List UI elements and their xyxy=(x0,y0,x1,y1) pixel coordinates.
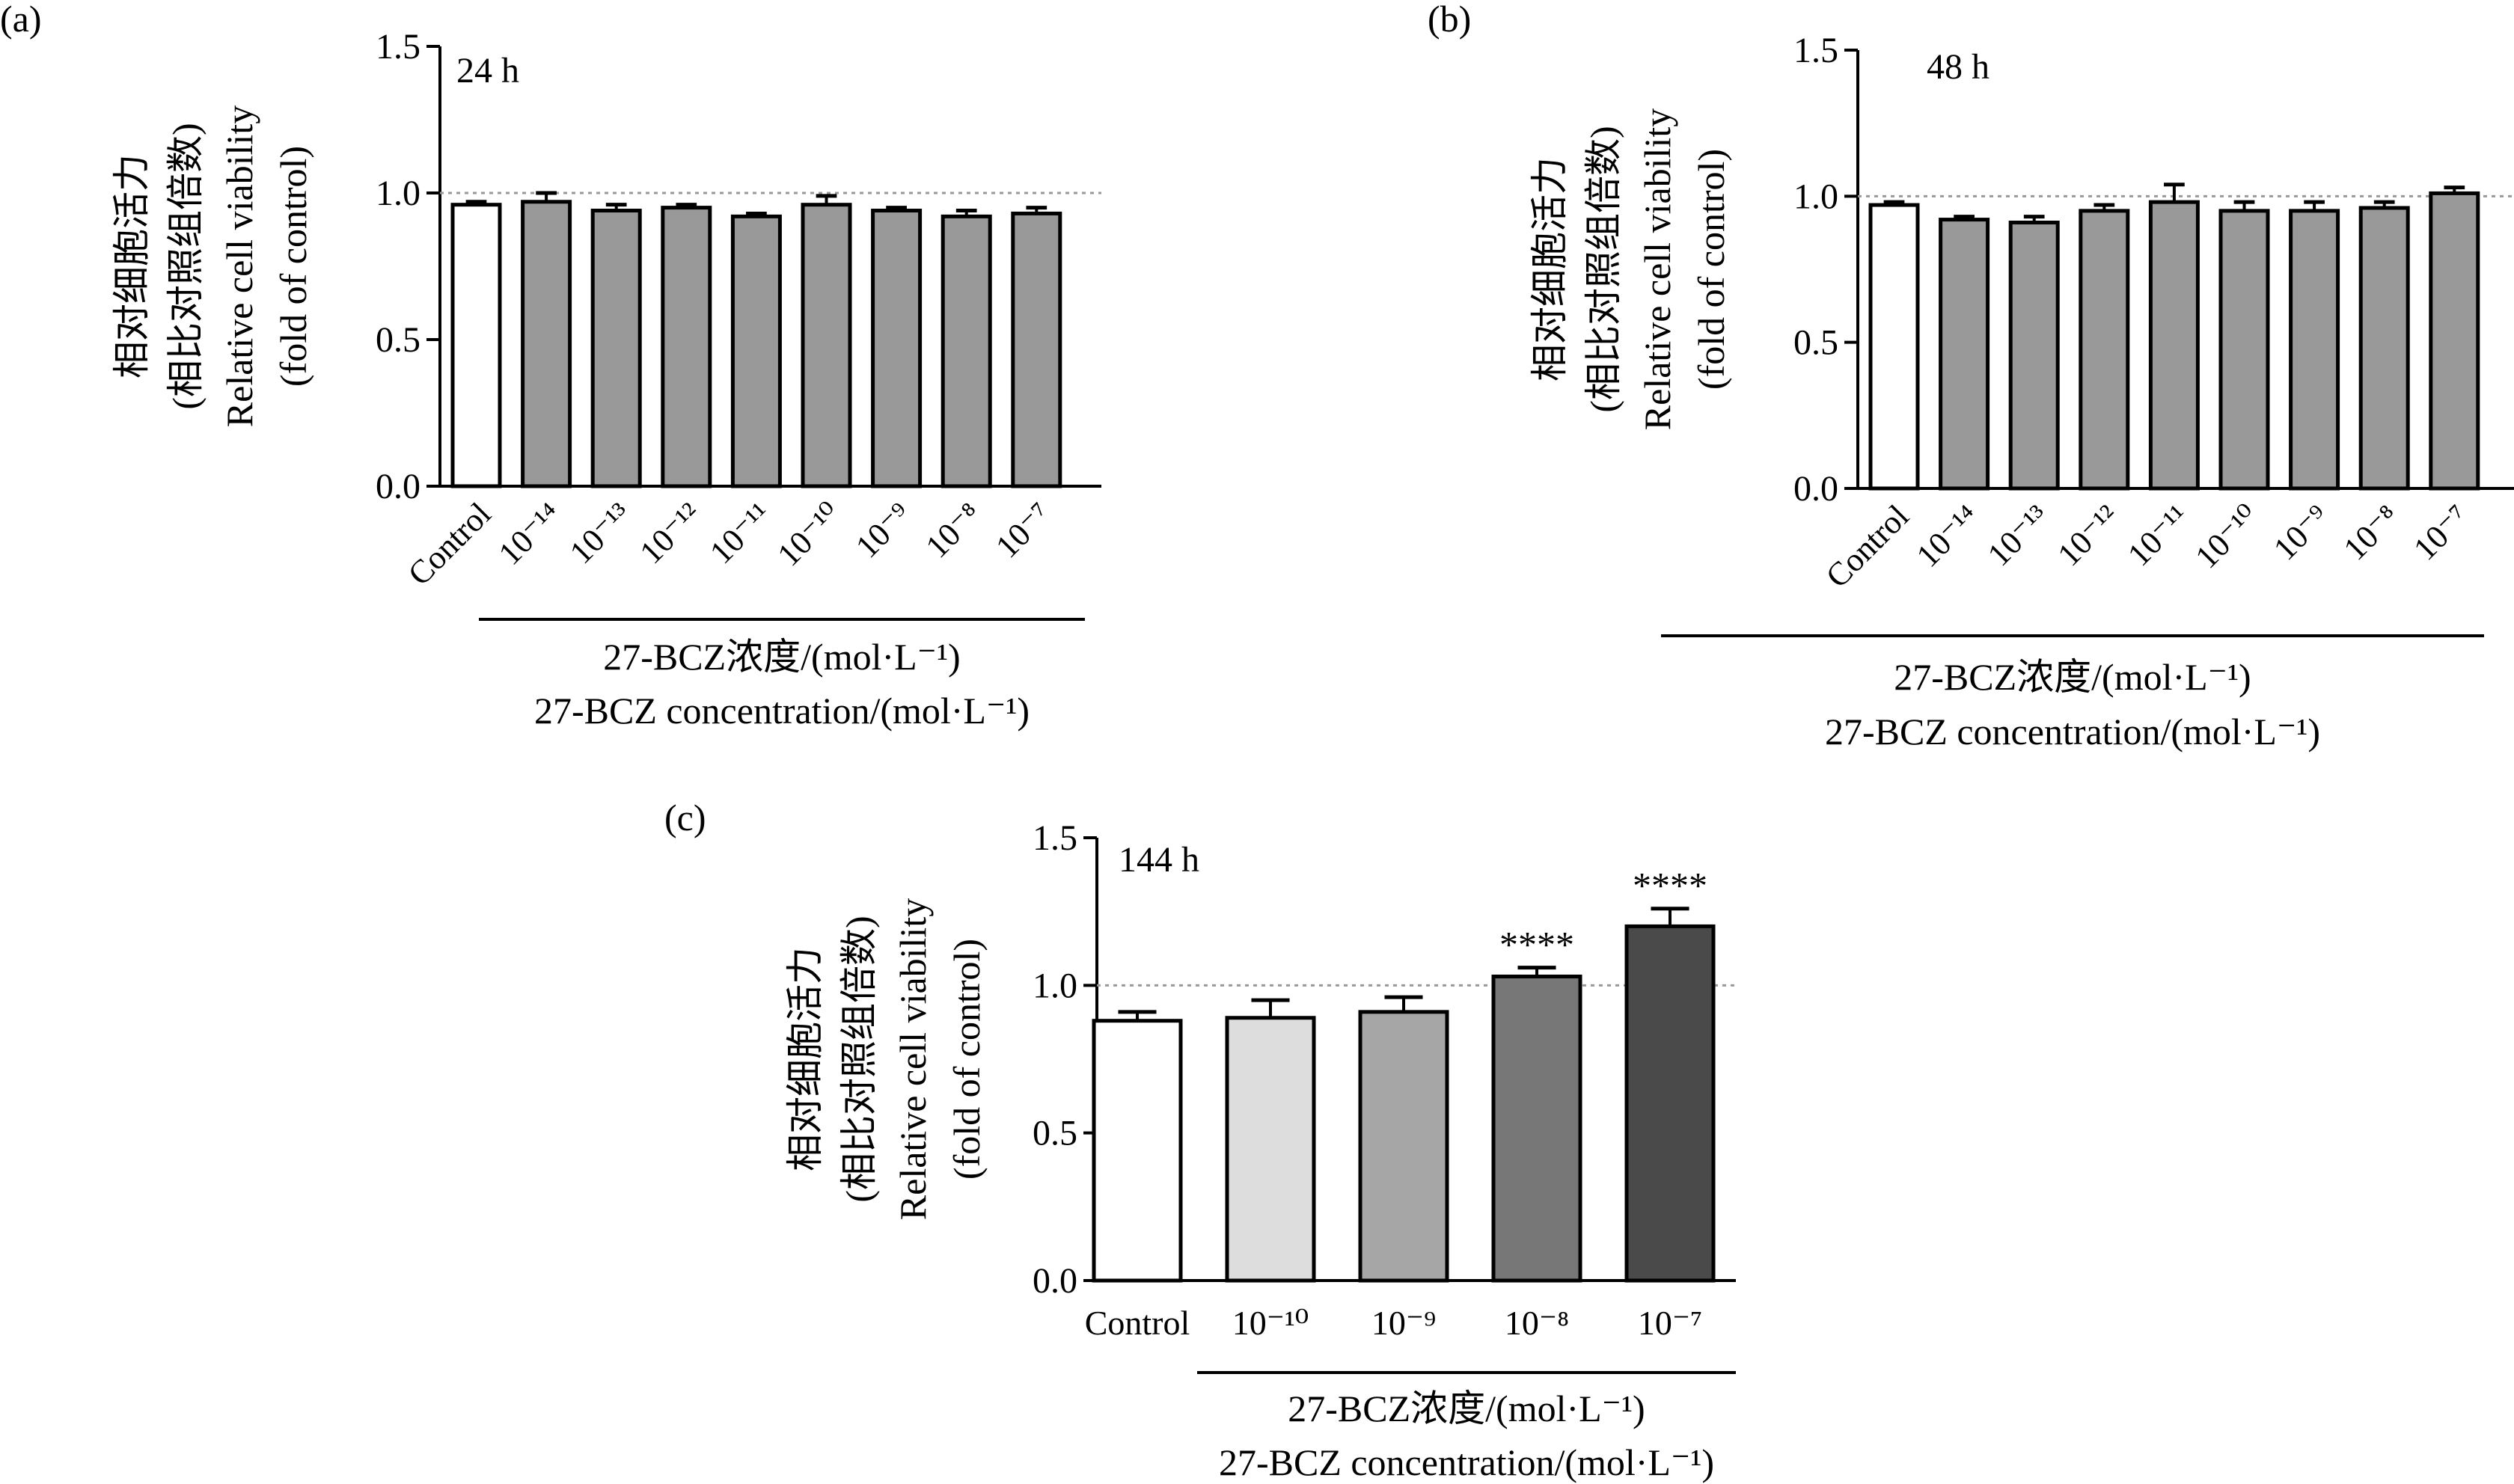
y-axis-label-line: Relative cell viability xyxy=(1636,108,1678,430)
x-tick-label: 10⁻⁸ xyxy=(1505,1304,1569,1342)
y-tick-label: 0.0 xyxy=(1793,469,1838,509)
panel-label: (c) xyxy=(664,797,706,838)
x-tick-label: 10⁻⁷ xyxy=(2406,497,2476,567)
y-axis-label-line: Relative cell viability xyxy=(218,105,260,427)
x-tick-label: 10⁻¹⁰ xyxy=(2189,497,2266,575)
y-tick-label: 0.5 xyxy=(1033,1114,1077,1153)
x-axis-label-cn: 27-BCZ浓度/(mol·L⁻¹) xyxy=(603,636,960,678)
bar xyxy=(730,214,782,488)
y-tick-label: 0.0 xyxy=(376,467,420,506)
bar xyxy=(941,214,992,488)
y-tick-label: 0.0 xyxy=(1033,1261,1077,1301)
time-label: 24 h xyxy=(456,51,519,91)
bar xyxy=(1225,1016,1316,1283)
y-tick-label: 1.5 xyxy=(1793,31,1838,70)
significance-marker: **** xyxy=(1633,865,1707,907)
x-tick-label: 10⁻⁷ xyxy=(1638,1304,1702,1342)
y-axis-label-line: (相比对照组倍数) xyxy=(1582,126,1624,412)
x-tick-label: 10⁻¹² xyxy=(2051,497,2126,573)
bar xyxy=(1092,1019,1183,1283)
x-tick-label: 10⁻¹³ xyxy=(1981,497,2056,573)
bar xyxy=(871,209,923,488)
y-axis-label-line: (fold of control) xyxy=(272,146,314,387)
y-tick-label: 0.5 xyxy=(376,320,420,360)
x-tick-label: 10⁻⁹ xyxy=(1371,1304,1436,1342)
y-tick-label: 1.5 xyxy=(376,27,420,67)
x-tick-label: 10⁻⁹ xyxy=(2266,497,2336,567)
y-tick-label: 0.5 xyxy=(1793,323,1838,363)
significance-marker: **** xyxy=(1499,924,1574,966)
y-axis-label: 相对细胞活力 (相比对照组倍数) Relative cell viability (f… xyxy=(111,105,314,427)
y-axis-label-line: 相对细胞活力 xyxy=(111,154,153,378)
y-axis-label-line: (相比对照组倍数) xyxy=(165,123,207,409)
y-axis-label: 相对细胞活力 (相比对照组倍数) Relative cell viability (f… xyxy=(784,898,988,1220)
y-axis-label-line: (相比对照组倍数) xyxy=(838,916,880,1202)
panel-label: (a) xyxy=(0,0,42,40)
x-tick-label: 10⁻¹² xyxy=(633,495,709,571)
x-tick-label: 10⁻⁹ xyxy=(848,495,918,565)
bar xyxy=(1939,218,1990,491)
bar xyxy=(2429,191,2480,491)
x-tick-label: 10⁻¹⁴ xyxy=(492,495,568,571)
y-tick-label: 1.0 xyxy=(1793,177,1838,216)
bar xyxy=(1011,211,1062,488)
x-tick-label: Control xyxy=(401,495,498,592)
panel-label: (b) xyxy=(1428,0,1471,40)
bar xyxy=(1491,974,1582,1283)
x-tick-label: 10⁻¹¹ xyxy=(703,495,778,571)
y-tick-label: 1.0 xyxy=(376,174,420,213)
x-tick-label: 10⁻¹¹ xyxy=(2120,497,2196,573)
bar xyxy=(590,209,642,488)
bar xyxy=(1868,203,1920,491)
x-tick-label: 10⁻¹³ xyxy=(563,495,638,571)
bar xyxy=(1358,1010,1449,1283)
bar xyxy=(801,203,852,488)
x-tick-label: Control xyxy=(1819,497,1916,595)
y-axis-label-line: (fold of control) xyxy=(946,939,988,1180)
bar xyxy=(2079,209,2130,491)
bar xyxy=(2358,206,2410,491)
bar xyxy=(2008,220,2060,491)
x-axis-label-en: 27-BCZ concentration/(mol·L⁻¹) xyxy=(1825,711,2320,752)
x-axis-label-en: 27-BCZ concentration/(mol·L⁻¹) xyxy=(534,690,1030,732)
y-axis-label-line: (fold of control) xyxy=(1690,149,1732,390)
x-axis-label-cn: 27-BCZ浓度/(mol·L⁻¹) xyxy=(1894,656,2251,698)
bar xyxy=(450,203,502,488)
x-axis-label-en: 27-BCZ concentration/(mol·L⁻¹) xyxy=(1219,1441,1714,1483)
time-label: 144 h xyxy=(1119,840,1199,880)
x-tick-label: 10⁻¹⁰ xyxy=(1232,1304,1309,1342)
chart-panel-1: (a) 24 h 0.0 0.5 1.0 1.5 相对细胞活力 (相比对照组倍数) Relati… xyxy=(0,0,1101,732)
y-axis-label: 相对细胞活力 (相比对照组倍数) Relative cell viability (f… xyxy=(1529,108,1732,430)
x-tick-label: 10⁻¹⁰ xyxy=(771,495,848,573)
bar xyxy=(661,206,712,488)
x-tick-label: Control xyxy=(1085,1304,1190,1342)
bar xyxy=(521,200,572,488)
y-axis-label-line: 相对细胞活力 xyxy=(784,947,826,1171)
chart-panel-3: (c) 144 h 0.0 0.5 1.0 1.5 相对细胞活力 (相比对照组倍数) Relat… xyxy=(664,797,1736,1483)
y-tick-label: 1.5 xyxy=(1033,818,1077,858)
x-tick-label: 10⁻⁸ xyxy=(919,495,988,565)
y-axis-label-line: Relative cell viability xyxy=(892,898,934,1220)
bar xyxy=(1624,924,1716,1283)
bar xyxy=(2148,200,2200,491)
bar xyxy=(2218,209,2270,491)
y-axis-label-line: 相对细胞活力 xyxy=(1529,157,1571,381)
time-label: 48 h xyxy=(1927,47,1990,87)
bar xyxy=(2289,209,2340,491)
chart-panel-2: (b) 48 h 0.0 0.5 1.0 1.5 相对细胞活力 (相比对照组倍数) Relati… xyxy=(1428,0,2514,752)
x-tick-label: 10⁻⁷ xyxy=(988,495,1058,565)
y-tick-label: 1.0 xyxy=(1033,966,1077,1005)
x-tick-label: 10⁻⁸ xyxy=(2337,497,2406,567)
x-tick-label: 10⁻¹⁴ xyxy=(1909,497,1986,574)
x-axis-label-cn: 27-BCZ浓度/(mol·L⁻¹) xyxy=(1288,1388,1645,1429)
